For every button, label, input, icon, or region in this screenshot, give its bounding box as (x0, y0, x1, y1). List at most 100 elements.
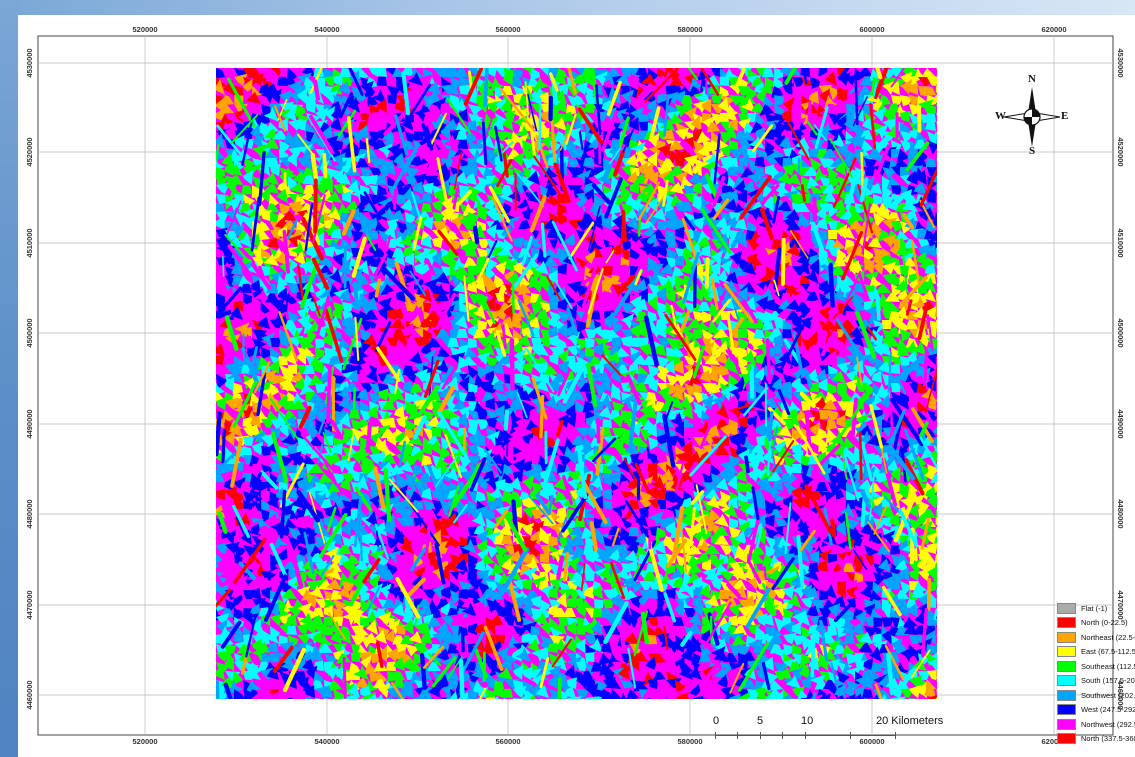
raster-cell (249, 392, 261, 408)
raster-cell (657, 244, 669, 257)
raster-cell (803, 104, 819, 114)
raster-cell (216, 396, 227, 410)
raster-cell (390, 319, 405, 329)
raster-cell (233, 300, 243, 311)
raster-cell (531, 374, 546, 388)
raster-cell (684, 383, 700, 399)
raster-cell (878, 360, 891, 374)
raster-cell (255, 547, 270, 563)
raster-cell (657, 556, 668, 572)
raster-cell (297, 349, 307, 365)
raster-cell (267, 237, 279, 248)
raster-cell (837, 72, 851, 86)
raster-cell (382, 200, 396, 212)
raster-cell (726, 554, 738, 571)
raster-cell (555, 194, 567, 204)
raster-cell (774, 601, 789, 617)
raster-cell (847, 220, 864, 230)
raster-cell (881, 506, 891, 518)
raster-cell (323, 178, 333, 194)
raster-cell (410, 524, 423, 536)
raster-cell (796, 212, 810, 228)
raster-cell (454, 68, 468, 78)
raster-cell (440, 68, 450, 78)
raster-cell (925, 120, 936, 131)
raster-cell (480, 134, 495, 149)
raster-cell (558, 252, 569, 266)
raster-cell (549, 335, 559, 347)
raster-cell (459, 455, 473, 470)
raster-cell (460, 356, 477, 367)
raster-cell (936, 157, 937, 160)
raster-cell (809, 127, 819, 140)
raster-cell (522, 326, 532, 338)
raster-cell (333, 443, 343, 455)
raster-cell (567, 304, 578, 320)
raster-cell (873, 259, 885, 275)
raster-cell (714, 535, 729, 545)
raster-cell (441, 314, 455, 329)
raster-cell (495, 160, 505, 176)
raster-cell (423, 182, 434, 194)
raster-cell (324, 106, 336, 122)
raster-cell (711, 311, 727, 326)
raster-cell (912, 340, 927, 356)
raster-cell (522, 401, 537, 417)
raster-cell (934, 310, 937, 318)
raster-cell (799, 509, 810, 522)
raster-cell (440, 565, 450, 581)
raster-cell (555, 386, 567, 401)
raster-cell (621, 576, 637, 590)
raster-cell (384, 417, 396, 428)
raster-cell (734, 179, 747, 194)
raster-cell (567, 361, 581, 374)
raster-cell (735, 469, 747, 482)
raster-cell (228, 305, 243, 320)
raster-cell (810, 422, 820, 437)
raster-cell (826, 494, 837, 509)
raster-cell (387, 550, 402, 563)
raster-cell (491, 563, 504, 576)
raster-cell (216, 284, 225, 294)
raster-cell (264, 122, 279, 135)
raster-cell (936, 500, 937, 507)
raster-cell (500, 534, 513, 545)
raster-cell (522, 567, 538, 581)
raster-cell (927, 76, 937, 86)
raster-cell (292, 170, 306, 185)
raster-cell (576, 169, 592, 185)
raster-cell (720, 385, 733, 401)
raster-cell (860, 583, 873, 599)
raster-cell (391, 307, 405, 320)
raster-cell (527, 170, 540, 185)
raster-cell (669, 140, 684, 152)
raster-cell (409, 351, 423, 365)
raster-cell (747, 206, 762, 221)
raster-cell (440, 102, 450, 113)
raster-cell (813, 167, 828, 183)
raster-cell (447, 376, 459, 392)
raster-cell (671, 266, 684, 279)
raster-cell (239, 203, 252, 213)
raster-cell (431, 529, 441, 545)
raster-cell (501, 115, 513, 131)
raster-cell (522, 522, 535, 536)
raster-cell (513, 86, 528, 100)
raster-cell (252, 430, 266, 446)
raster-cell (464, 173, 477, 185)
raster-cell (228, 422, 243, 437)
raster-cell (596, 228, 612, 239)
raster-cell (324, 546, 339, 563)
raster-cell (252, 338, 267, 353)
raster-cell (729, 386, 744, 401)
raster-cell (624, 443, 639, 455)
raster-cell (456, 328, 468, 338)
raster-cell (282, 349, 297, 365)
raster-cell (569, 549, 585, 563)
raster-cell (592, 214, 603, 230)
raster-cell (409, 491, 423, 503)
raster-cell (756, 241, 768, 257)
raster-cell (626, 540, 639, 554)
map-frame: 5200005200005400005400005600005600005800… (25, 25, 1125, 746)
raster-cell (492, 379, 504, 392)
